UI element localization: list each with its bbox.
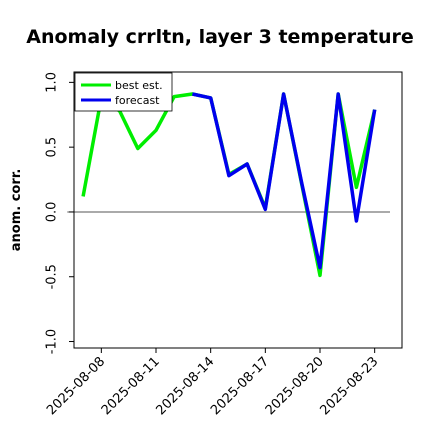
y-tick-label: -1.0 bbox=[45, 329, 60, 354]
y-tick-label: -0.5 bbox=[45, 264, 60, 289]
y-axis-label: anom. corr. bbox=[9, 169, 24, 252]
legend-label-forecast: forecast bbox=[115, 94, 160, 107]
plot-frame bbox=[73, 71, 403, 349]
chart-title: Anomaly crrltn, layer 3 temperature bbox=[26, 26, 414, 48]
y-tick-label: 1.0 bbox=[45, 72, 60, 93]
series-line-forecast bbox=[192, 92, 377, 270]
x-tick-label: 2025-08-23 bbox=[317, 354, 381, 418]
plot-area bbox=[74, 72, 402, 348]
legend-box bbox=[74, 72, 173, 112]
y-tick-label: 0.5 bbox=[45, 137, 60, 158]
y-tick-label: 0.0 bbox=[45, 202, 60, 223]
legend: best est. forecast bbox=[74, 72, 173, 112]
legend-label-best-est: best est. bbox=[115, 79, 163, 92]
